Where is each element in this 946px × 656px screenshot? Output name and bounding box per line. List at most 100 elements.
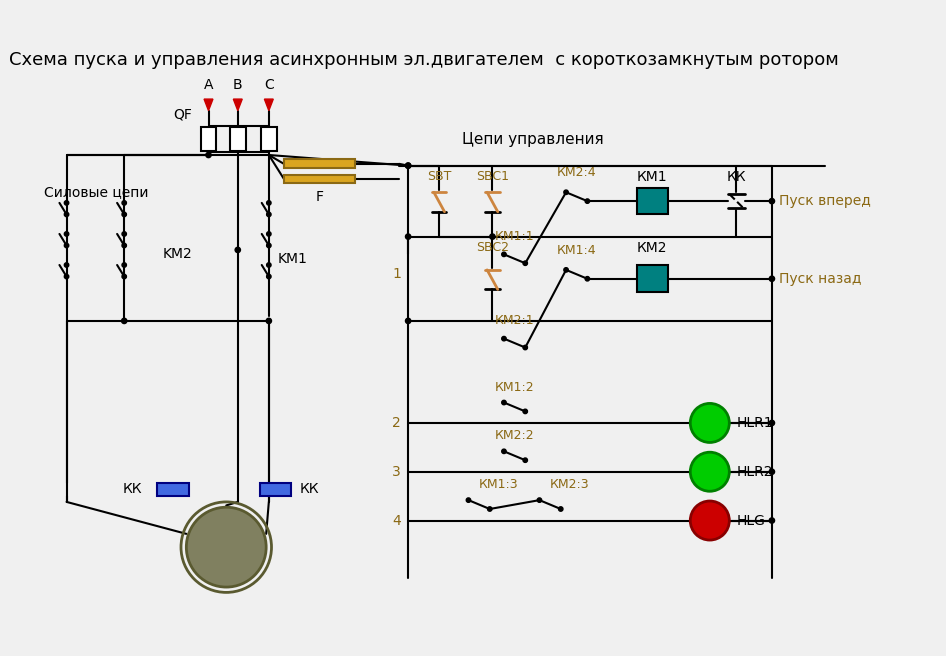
Text: КК: КК bbox=[300, 482, 320, 497]
Circle shape bbox=[186, 507, 266, 587]
Circle shape bbox=[769, 469, 775, 474]
Circle shape bbox=[523, 458, 528, 462]
Text: 4: 4 bbox=[393, 514, 401, 527]
Circle shape bbox=[206, 152, 211, 157]
Circle shape bbox=[558, 507, 563, 511]
Circle shape bbox=[122, 274, 127, 279]
Circle shape bbox=[523, 345, 528, 350]
Circle shape bbox=[691, 501, 729, 540]
Circle shape bbox=[267, 243, 272, 248]
Circle shape bbox=[406, 318, 411, 323]
Circle shape bbox=[487, 507, 492, 511]
Circle shape bbox=[691, 452, 729, 491]
Text: C: C bbox=[264, 78, 273, 92]
Text: 1: 1 bbox=[393, 268, 401, 281]
Text: КМ2:1: КМ2:1 bbox=[495, 314, 534, 327]
Bar bbox=[637, 266, 668, 292]
Text: 3: 3 bbox=[393, 464, 401, 479]
Text: KM2: KM2 bbox=[163, 247, 192, 261]
Polygon shape bbox=[234, 99, 242, 111]
Text: B: B bbox=[233, 78, 242, 92]
Circle shape bbox=[586, 277, 589, 281]
Circle shape bbox=[466, 498, 471, 502]
Text: 2: 2 bbox=[393, 416, 401, 430]
Text: SBT: SBT bbox=[427, 170, 451, 183]
Text: КМ1:2: КМ1:2 bbox=[495, 380, 534, 394]
Bar bbox=[637, 188, 668, 215]
Circle shape bbox=[564, 268, 569, 272]
Text: Пуск назад: Пуск назад bbox=[779, 272, 862, 286]
Circle shape bbox=[64, 201, 69, 205]
Circle shape bbox=[406, 163, 411, 169]
Circle shape bbox=[122, 263, 127, 267]
Text: КМ1:3: КМ1:3 bbox=[479, 478, 518, 491]
Bar bbox=[261, 127, 277, 150]
Text: HLR2: HLR2 bbox=[736, 464, 773, 479]
Circle shape bbox=[64, 212, 69, 216]
Circle shape bbox=[769, 518, 775, 523]
Circle shape bbox=[122, 212, 127, 216]
Circle shape bbox=[122, 232, 127, 236]
Text: Пуск вперед: Пуск вперед bbox=[779, 194, 871, 208]
Text: КМ2:4: КМ2:4 bbox=[557, 166, 597, 179]
Circle shape bbox=[691, 403, 729, 442]
Circle shape bbox=[501, 337, 506, 341]
Bar bbox=[230, 127, 246, 150]
Circle shape bbox=[64, 263, 69, 267]
Circle shape bbox=[769, 276, 775, 281]
Text: SBC1: SBC1 bbox=[476, 170, 509, 183]
Circle shape bbox=[523, 261, 528, 266]
Circle shape bbox=[406, 234, 411, 239]
Circle shape bbox=[267, 201, 272, 205]
Circle shape bbox=[769, 199, 775, 204]
Circle shape bbox=[267, 274, 272, 279]
Circle shape bbox=[537, 498, 542, 502]
Text: КМ1: КМ1 bbox=[637, 170, 668, 184]
Circle shape bbox=[564, 190, 569, 194]
Bar bbox=[284, 174, 355, 184]
Circle shape bbox=[501, 449, 506, 453]
Circle shape bbox=[490, 234, 495, 239]
Text: КМ1:1: КМ1:1 bbox=[495, 230, 534, 243]
Text: КМ2:3: КМ2:3 bbox=[550, 478, 589, 491]
Circle shape bbox=[406, 163, 411, 169]
Text: КМ1:4: КМ1:4 bbox=[557, 243, 597, 256]
Circle shape bbox=[121, 318, 127, 323]
Text: КМ2:2: КМ2:2 bbox=[495, 430, 534, 442]
Text: Цепи управления: Цепи управления bbox=[462, 131, 604, 146]
Text: M: M bbox=[218, 538, 235, 557]
Text: HLR1: HLR1 bbox=[736, 416, 773, 430]
Text: КК: КК bbox=[122, 482, 142, 497]
Circle shape bbox=[501, 400, 506, 405]
Circle shape bbox=[236, 247, 240, 253]
Circle shape bbox=[122, 243, 127, 248]
Bar bbox=[201, 127, 217, 150]
Circle shape bbox=[64, 274, 69, 279]
Text: F: F bbox=[315, 190, 324, 203]
Text: КМ2: КМ2 bbox=[637, 241, 667, 255]
Text: KM1: KM1 bbox=[278, 252, 307, 266]
Circle shape bbox=[586, 199, 589, 203]
Text: Силовые цепи: Силовые цепи bbox=[44, 185, 149, 199]
Circle shape bbox=[769, 420, 775, 426]
Polygon shape bbox=[204, 99, 213, 111]
Circle shape bbox=[523, 409, 528, 414]
Circle shape bbox=[267, 232, 272, 236]
Text: КК: КК bbox=[727, 170, 746, 184]
Bar bbox=[259, 483, 290, 496]
Polygon shape bbox=[264, 99, 273, 111]
Circle shape bbox=[501, 252, 506, 256]
Circle shape bbox=[122, 201, 127, 205]
Text: QF: QF bbox=[173, 108, 192, 121]
Circle shape bbox=[267, 212, 272, 216]
Text: HLG: HLG bbox=[736, 514, 765, 527]
Circle shape bbox=[266, 318, 272, 323]
Circle shape bbox=[267, 263, 272, 267]
Text: SBC2: SBC2 bbox=[476, 241, 509, 254]
Circle shape bbox=[64, 243, 69, 248]
Bar bbox=[284, 159, 355, 169]
Text: Схема пуска и управления асинхронным эл.двигателем  с короткозамкнутым ротором: Схема пуска и управления асинхронным эл.… bbox=[9, 51, 838, 69]
Circle shape bbox=[64, 232, 69, 236]
Text: A: A bbox=[203, 78, 213, 92]
Bar bbox=[157, 483, 188, 496]
